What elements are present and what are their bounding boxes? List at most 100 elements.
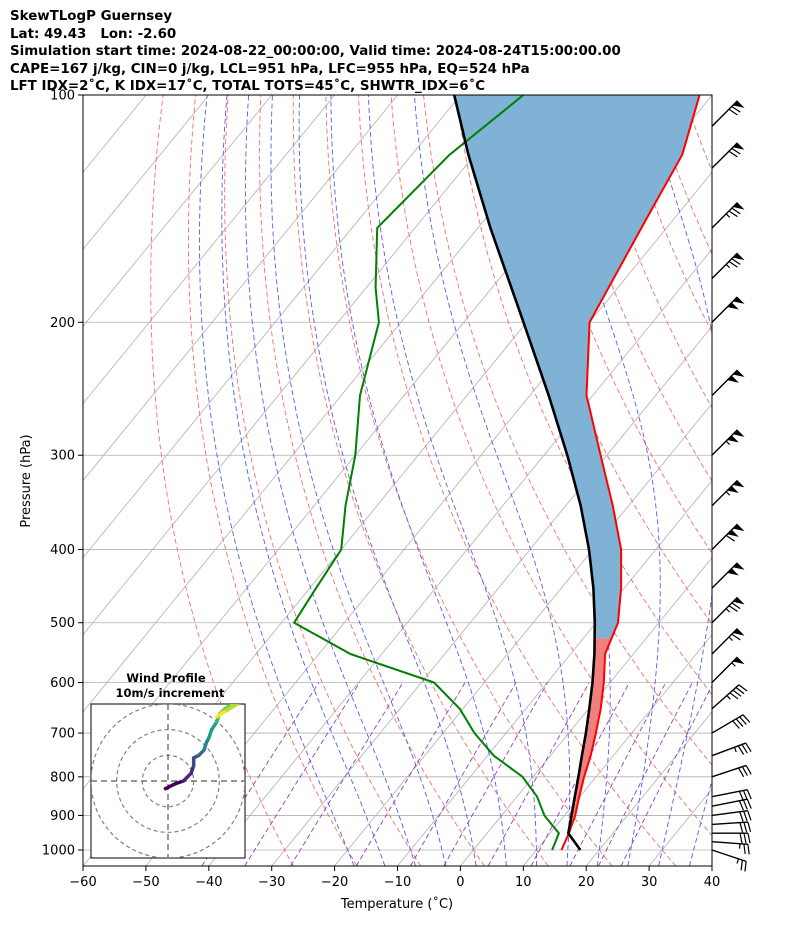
dry-adiabat: [585, 95, 712, 409]
wind-barb: [711, 656, 745, 684]
isotherm-line: [83, 95, 524, 636]
cin-fill: [568, 638, 612, 834]
hodograph-segment: [163, 781, 178, 791]
wind-barb: [711, 841, 750, 855]
wind-barb: [711, 296, 745, 323]
wind-barb: [711, 201, 745, 229]
y-tick-label: 1000: [42, 844, 75, 859]
y-tick-label: 300: [50, 449, 75, 464]
wind-barb: [711, 369, 745, 396]
dry-adiabat: [520, 95, 712, 554]
wind-barb: [711, 429, 745, 456]
wind-barb: [712, 832, 751, 844]
x-tick-label: −30: [258, 875, 285, 890]
wind-barb: [711, 628, 745, 655]
isotherm-line: [145, 171, 712, 866]
y-tick-label: 400: [50, 543, 75, 558]
x-tick-label: 0: [456, 875, 464, 890]
mixing-ratio-line: [443, 682, 548, 866]
hodograph-plot: [91, 704, 245, 858]
mixing-ratio-line: [530, 682, 630, 866]
indices-line: LFT IDX=2˚C, K IDX=17˚C, TOTAL TOTS=45˚C…: [10, 79, 486, 95]
hodograph-inset: Wind Profile 10m/s increment: [90, 671, 246, 859]
mixing-ratio-line: [598, 682, 693, 866]
wind-barb: [711, 252, 745, 279]
mixing-ratio-line: [410, 682, 517, 866]
wind-barb: [711, 479, 745, 507]
dry-adiabat: [292, 95, 549, 866]
mixing-ratio-line: [487, 682, 590, 866]
wind-barb: [711, 742, 752, 757]
x-tick-label: −10: [384, 875, 411, 890]
wind-barb: [711, 714, 751, 734]
moist-adiabat: [199, 95, 355, 866]
mixing-ratio-line: [569, 682, 667, 866]
cape-line: CAPE=167 j/kg, CIN=0 j/kg, LCL=951 hPa, …: [10, 61, 530, 77]
chart-header: SkewTLogP Guernsey Lat: 49.43 Lon: -2.60…: [10, 8, 621, 96]
y-tick-label: 700: [50, 727, 75, 742]
y-axis-title: Pressure (hPa): [19, 434, 34, 527]
cape-fill: [454, 95, 700, 639]
wind-barb: [711, 596, 745, 624]
dewpoint-line: [293, 95, 560, 851]
dry-adiabat: [390, 95, 712, 837]
moist-adiabat: [298, 95, 477, 866]
wind-barb: [711, 849, 747, 872]
hodograph-segment: [222, 704, 240, 714]
temperature-line: [560, 95, 701, 851]
isotherm-line: [83, 95, 273, 328]
isotherm-line: [83, 95, 84, 96]
mixing-ratio-line: [290, 682, 404, 866]
mixing-ratio-line: [620, 684, 712, 866]
y-axis-ticks: 100 200 300 400 500 600 700 800 900 1000: [42, 89, 83, 859]
wind-barb: [711, 788, 752, 801]
wind-barb: [711, 821, 752, 833]
isotherm-line: [83, 95, 336, 405]
y-tick-label: 900: [50, 809, 75, 824]
isotherm-line: [397, 479, 712, 866]
wind-barb: [711, 798, 752, 811]
isotherm-line: [83, 95, 210, 250]
wind-barb: [711, 684, 748, 710]
isotherm-line: [83, 95, 587, 713]
y-tick-label: 100: [50, 89, 75, 104]
cape-cin-fills: [454, 95, 700, 834]
wind-barb: [711, 100, 745, 127]
x-axis-ticks: −60 −50 −40 −30 −20 −10 0 10 20 30 40: [69, 866, 720, 890]
x-tick-label: −40: [195, 875, 222, 890]
y-tick-label: 800: [50, 770, 75, 785]
dry-adiabat: [325, 95, 613, 866]
moist-adiabat: [546, 95, 661, 866]
y-tick-label: 200: [50, 316, 75, 331]
wind-barb: [711, 142, 745, 169]
dry-adiabat: [259, 95, 485, 866]
isotherm-line: [83, 95, 461, 559]
isotherm-line: [208, 248, 712, 866]
wind-barb: [711, 523, 745, 551]
time-line: Simulation start time: 2024-08-22_00:00:…: [10, 44, 621, 60]
mixing-ratio-line: [355, 682, 466, 866]
parcel-line: [452, 95, 597, 851]
dry-adiabat: [782, 95, 794, 866]
y-tick-label: 600: [50, 676, 75, 691]
profile-lines: [293, 95, 701, 851]
dry-adiabat: [423, 95, 712, 766]
moist-adiabat: [270, 95, 447, 866]
x-tick-label: 40: [704, 875, 721, 890]
hodograph-title: Wind Profile: [126, 671, 206, 685]
moist-adiabat: [245, 95, 416, 866]
dry-adiabat: [749, 95, 794, 866]
hodograph-segment: [215, 709, 227, 719]
wind-barb: [711, 764, 752, 778]
hodograph-subtitle: 10m/s increment: [116, 686, 225, 700]
x-tick-label: 20: [578, 875, 595, 890]
mixing-ratio-line: [244, 682, 360, 866]
isotherm-line: [460, 557, 712, 866]
moist-adiabat: [330, 95, 507, 866]
moist-adiabat: [221, 95, 386, 866]
hodograph-segment: [181, 771, 193, 783]
wind-barbs: [711, 100, 752, 872]
moist-adiabat: [644, 95, 712, 866]
x-tick-label: −20: [321, 875, 348, 890]
